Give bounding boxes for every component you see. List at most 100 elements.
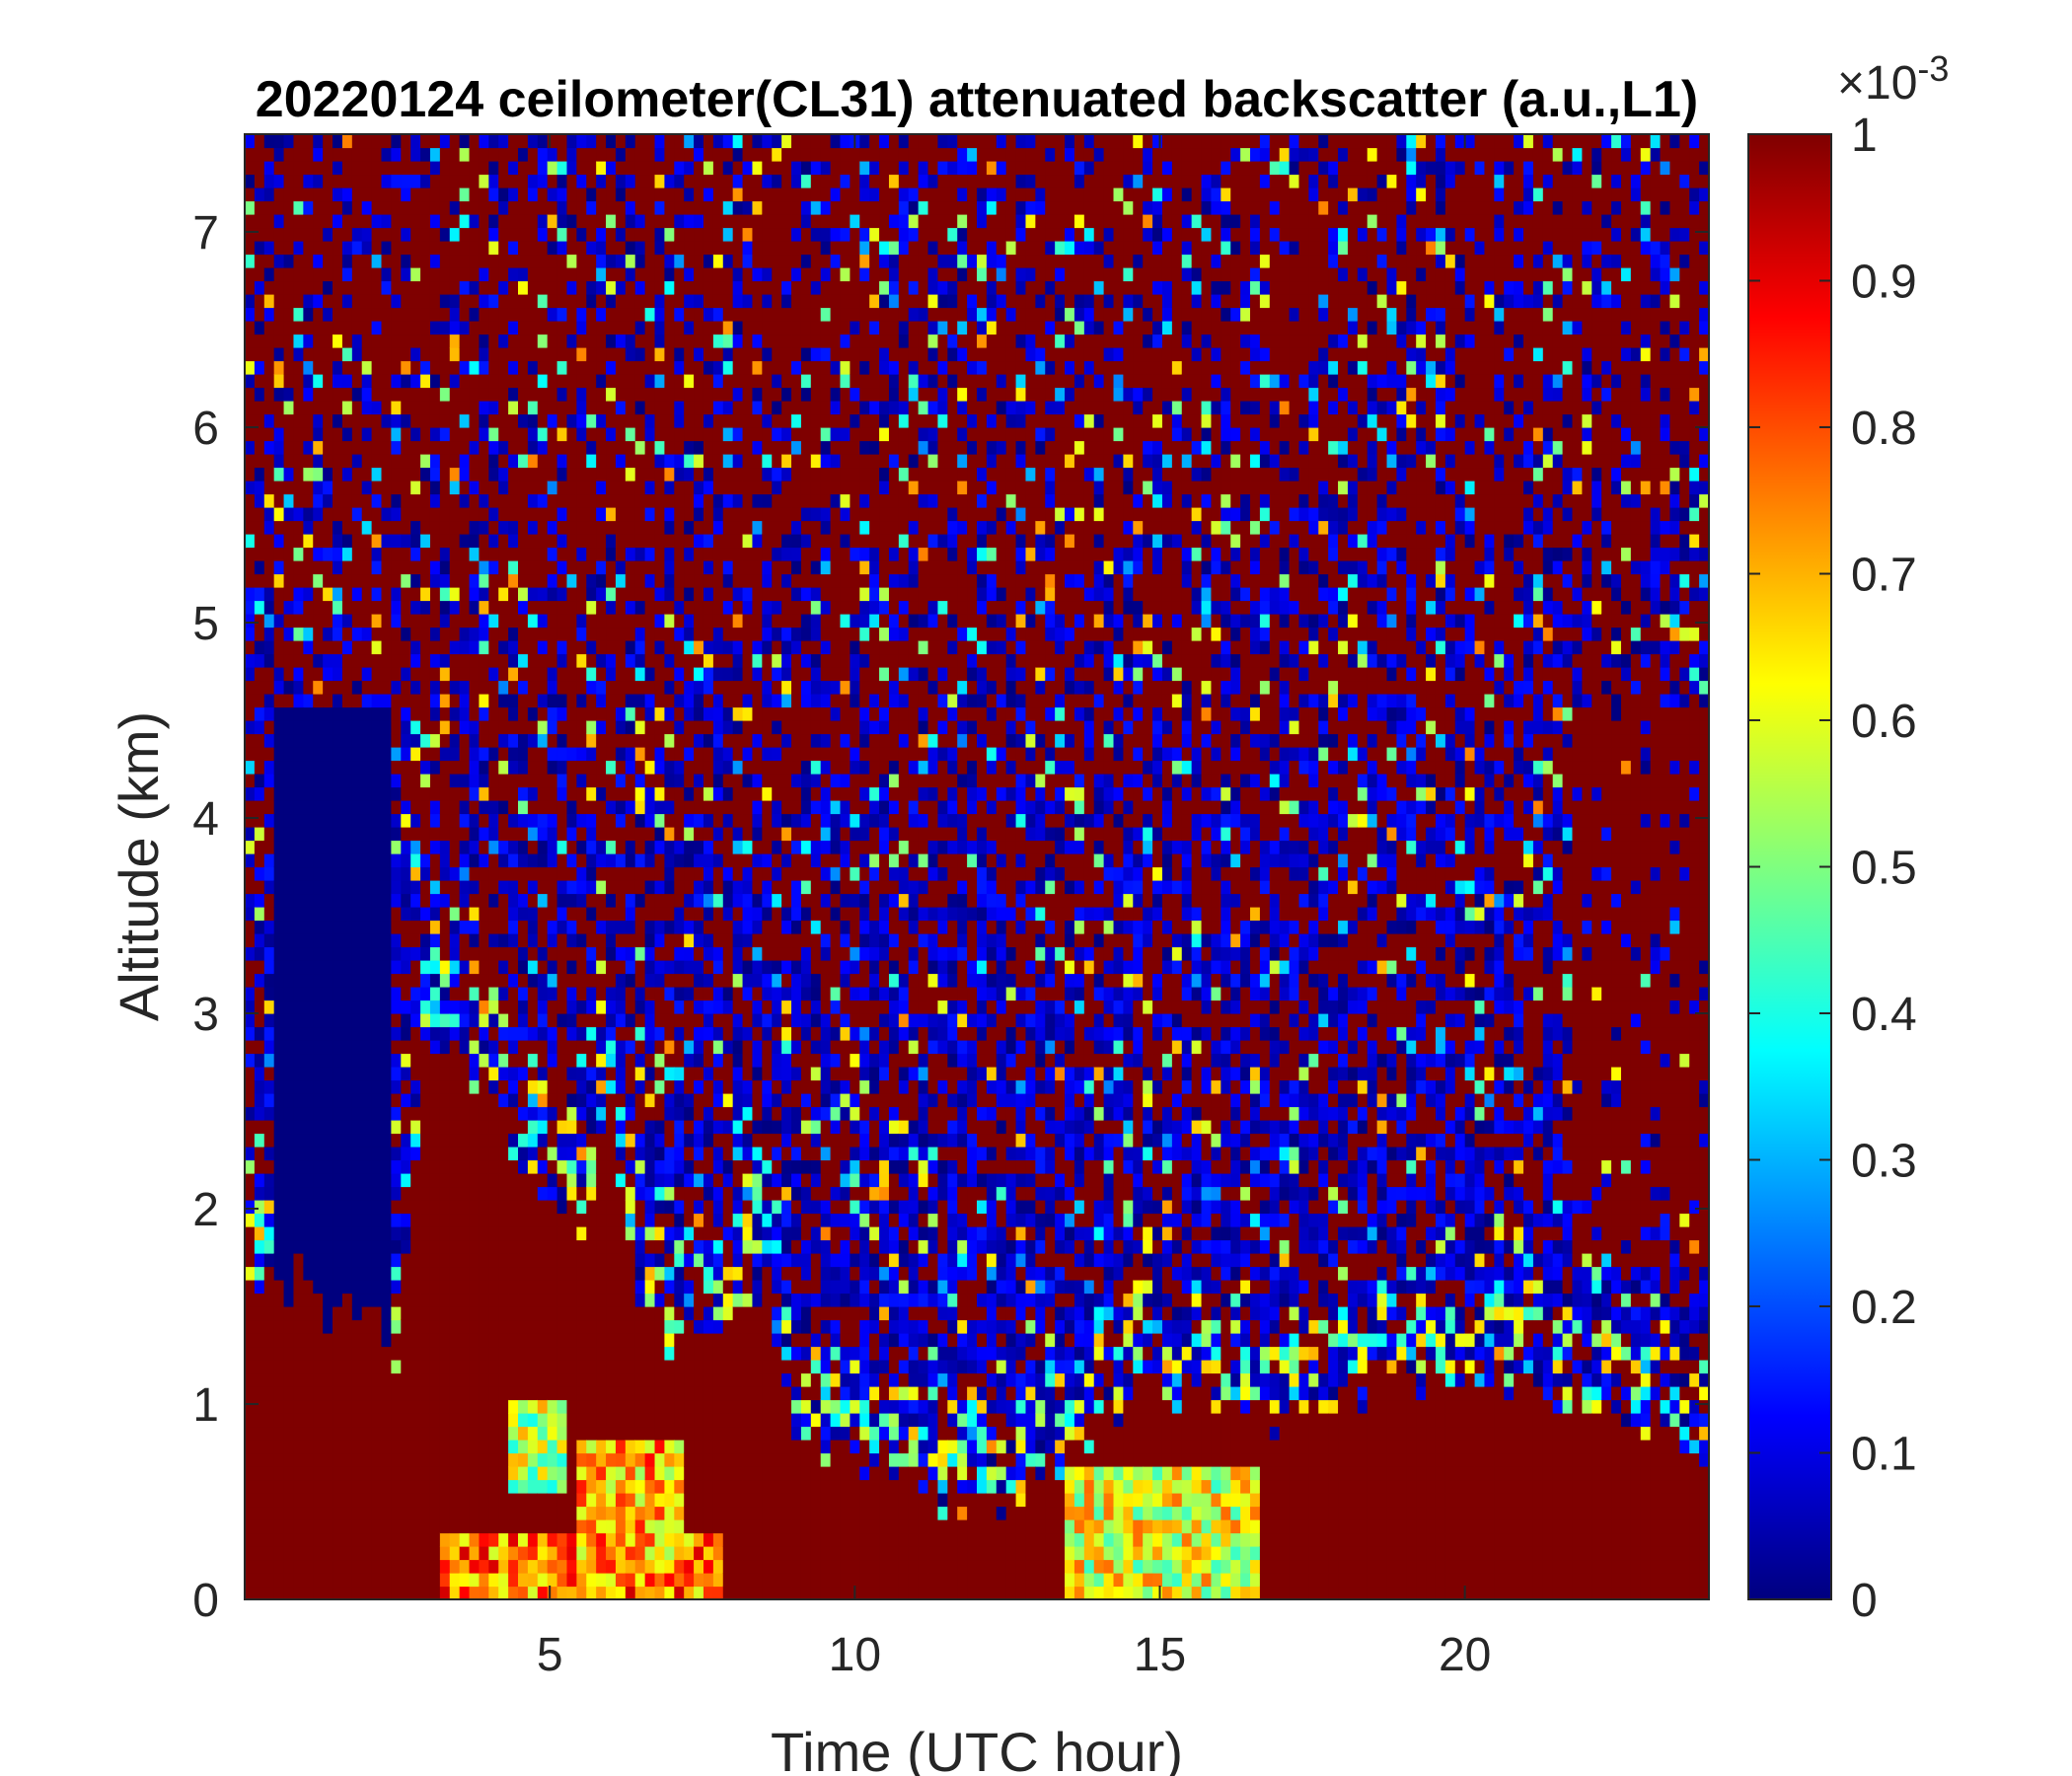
heatmap-cell — [654, 560, 666, 575]
heatmap-cell — [498, 960, 509, 975]
heatmap-cell — [449, 1186, 461, 1201]
heatmap-cell — [351, 1586, 363, 1599]
heatmap-cell — [263, 893, 275, 908]
heatmap-cell — [586, 627, 597, 641]
heatmap-cell — [508, 893, 519, 908]
heatmap-cell — [401, 1239, 411, 1254]
heatmap-cell — [537, 627, 549, 641]
heatmap-cell — [254, 294, 265, 309]
heatmap-cell — [313, 627, 324, 641]
heatmap-cell — [537, 1293, 549, 1307]
heatmap-cell — [634, 147, 646, 162]
heatmap-cell — [518, 1333, 529, 1348]
heatmap-cell — [498, 1186, 509, 1201]
heatmap-cell — [254, 1106, 265, 1121]
heatmap-cell — [488, 1319, 499, 1334]
heatmap-cell — [634, 1040, 646, 1055]
heatmap-cell — [371, 680, 383, 695]
heatmap-cell — [634, 667, 646, 682]
heatmap-cell — [586, 920, 597, 934]
heatmap-cell — [361, 294, 373, 309]
heatmap-cell — [566, 587, 577, 602]
heatmap-cell — [323, 321, 333, 335]
heatmap-cell — [556, 1372, 568, 1387]
heatmap-cell — [586, 733, 597, 748]
heatmap-cell — [606, 694, 617, 708]
heatmap-cell — [391, 920, 402, 934]
heatmap-cell — [245, 1173, 256, 1188]
heatmap-cell — [479, 200, 489, 215]
heatmap-cell — [625, 774, 636, 788]
heatmap-cell — [566, 933, 577, 948]
heatmap-cell — [518, 1559, 529, 1574]
heatmap-cell — [625, 813, 636, 828]
heatmap-cell — [527, 760, 539, 775]
heatmap-cell — [273, 1120, 285, 1135]
heatmap-cell — [615, 987, 627, 1001]
heatmap-cell — [263, 241, 275, 256]
heatmap-cell — [576, 920, 587, 934]
heatmap-cell — [371, 174, 383, 188]
heatmap-cell — [596, 1399, 607, 1414]
heatmap-cell — [263, 1226, 275, 1241]
heatmap-cell — [381, 374, 392, 389]
heatmap-cell — [527, 161, 539, 176]
heatmap-cell — [263, 387, 275, 402]
heatmap-cell — [254, 1319, 265, 1334]
heatmap-cell — [410, 427, 421, 442]
heatmap-cell — [586, 760, 597, 775]
heatmap-cell — [606, 280, 617, 295]
heatmap-cell — [245, 1586, 256, 1599]
heatmap-cell — [508, 840, 519, 854]
heatmap-cell — [566, 880, 577, 895]
heatmap-cell — [420, 1200, 431, 1215]
heatmap-cell — [459, 1133, 471, 1147]
heatmap-cell — [664, 1213, 675, 1227]
heatmap-cell — [556, 1093, 568, 1108]
heatmap-cell — [664, 1106, 675, 1121]
heatmap-cell — [634, 493, 646, 508]
heatmap-cell — [674, 520, 685, 535]
heatmap-cell — [283, 800, 295, 815]
heatmap-cell — [439, 587, 451, 602]
heatmap-cell — [351, 1226, 363, 1241]
heatmap-cell — [606, 840, 617, 854]
heatmap-cell — [351, 1147, 363, 1161]
heatmap-cell — [527, 401, 539, 415]
heatmap-cell — [664, 560, 675, 575]
heatmap-cell — [449, 1479, 461, 1494]
heatmap-cell — [283, 987, 295, 1001]
heatmap-cell — [488, 1280, 499, 1295]
heatmap-cell — [361, 999, 373, 1014]
heatmap-cell — [449, 333, 461, 348]
heatmap-cell — [254, 960, 265, 975]
heatmap-cell — [420, 800, 431, 815]
heatmap-cell — [293, 706, 304, 721]
heatmap-cell — [333, 667, 343, 682]
heatmap-cell — [401, 1040, 411, 1055]
heatmap-cell — [293, 1559, 304, 1574]
heatmap-cell — [537, 1559, 549, 1574]
heatmap-cell — [293, 360, 304, 375]
heatmap-cell — [303, 174, 314, 188]
heatmap-cell — [556, 1506, 568, 1520]
heatmap-cell — [263, 507, 275, 522]
heatmap-cell — [341, 1067, 353, 1081]
heatmap-cell — [341, 1532, 353, 1547]
heatmap-cell — [420, 1413, 431, 1428]
heatmap-cell — [439, 640, 451, 655]
heatmap-cell — [361, 1452, 373, 1467]
heatmap-cell — [674, 960, 685, 975]
heatmap-cell — [596, 1306, 607, 1321]
heatmap-cell — [361, 680, 373, 695]
heatmap-cell — [420, 866, 431, 881]
heatmap-cell — [479, 1147, 489, 1161]
heatmap-cell — [488, 1532, 499, 1547]
heatmap-cell — [381, 667, 392, 682]
heatmap-cell — [293, 1026, 304, 1041]
heatmap-cell — [341, 653, 353, 668]
heatmap-cell — [527, 1333, 539, 1348]
heatmap-cell — [479, 893, 489, 908]
heatmap-cell — [508, 520, 519, 535]
heatmap-cell — [410, 1133, 421, 1147]
